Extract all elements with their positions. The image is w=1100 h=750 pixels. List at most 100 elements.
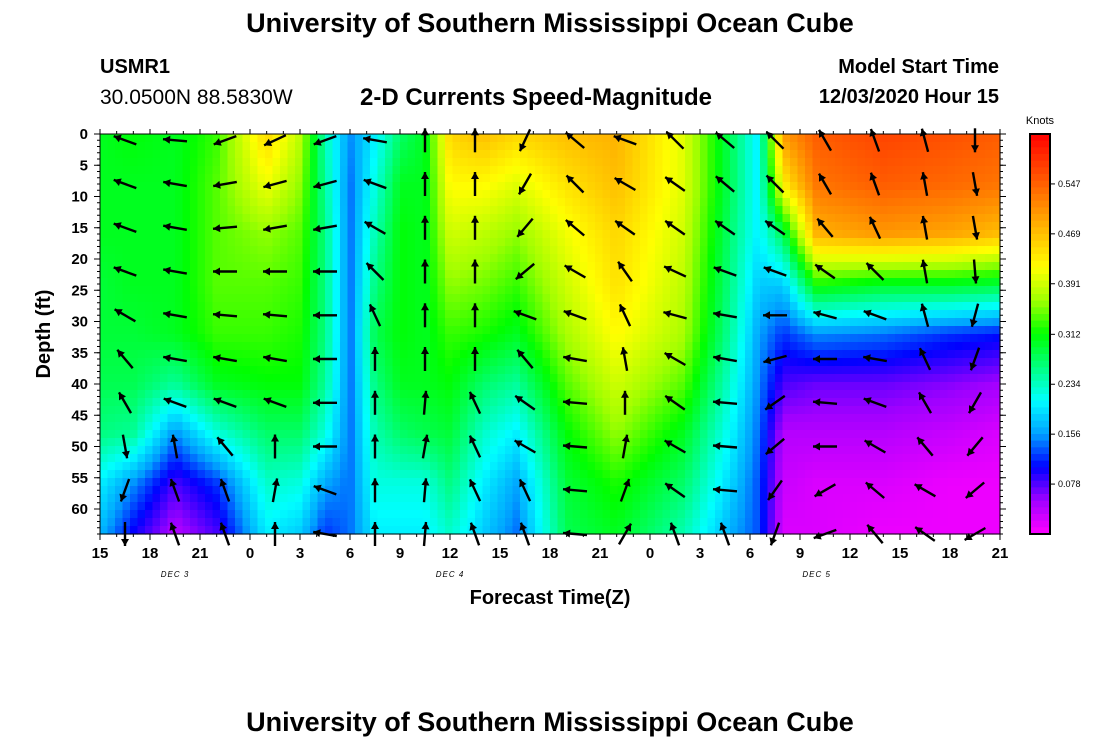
heatmap-cell — [302, 526, 311, 535]
heatmap-cell — [730, 462, 739, 471]
heatmap-cell — [122, 462, 131, 471]
heatmap-cell — [392, 174, 401, 183]
heatmap-cell — [692, 526, 701, 535]
heatmap-cell — [467, 494, 476, 503]
heatmap-cell — [355, 422, 364, 431]
heatmap-cell — [332, 366, 341, 375]
heatmap-cell — [317, 518, 326, 527]
heatmap-cell — [145, 262, 154, 271]
heatmap-cell — [137, 302, 146, 311]
heatmap-cell — [370, 238, 379, 247]
heatmap-cell — [385, 198, 394, 207]
heatmap-cell — [595, 334, 604, 343]
heatmap-cell — [197, 374, 206, 383]
heatmap-cell — [445, 350, 454, 359]
heatmap-cell — [370, 470, 379, 479]
heatmap-cell — [820, 478, 829, 487]
heatmap-cell — [422, 486, 431, 495]
heatmap-cell — [452, 510, 461, 519]
heatmap-cell — [805, 238, 814, 247]
heatmap-cell — [115, 190, 124, 199]
heatmap-cell — [385, 230, 394, 239]
heatmap-cell — [527, 502, 536, 511]
heatmap-cell — [182, 366, 191, 375]
heatmap-cell — [460, 462, 469, 471]
heatmap-cell — [437, 430, 446, 439]
heatmap-cell — [482, 198, 491, 207]
heatmap-cell — [752, 222, 761, 231]
heatmap-cell — [677, 310, 686, 319]
heatmap-cell — [145, 270, 154, 279]
heatmap-cell — [437, 326, 446, 335]
heatmap-cell — [797, 366, 806, 375]
heatmap-cell — [827, 174, 836, 183]
heatmap-cell — [775, 366, 784, 375]
heatmap-cell — [250, 470, 259, 479]
heatmap-cell — [257, 190, 266, 199]
heatmap-cell — [415, 358, 424, 367]
heatmap-cell — [625, 222, 634, 231]
heatmap-cell — [235, 382, 244, 391]
heatmap-cell — [430, 270, 439, 279]
heatmap-cell — [685, 158, 694, 167]
heatmap-cell — [692, 342, 701, 351]
heatmap-cell — [722, 206, 731, 215]
heatmap-cell — [835, 510, 844, 519]
heatmap-cell — [317, 406, 326, 415]
heatmap-cell — [205, 502, 214, 511]
heatmap-cell — [527, 366, 536, 375]
heatmap-cell — [385, 166, 394, 175]
heatmap-cell — [535, 446, 544, 455]
heatmap-cell — [332, 510, 341, 519]
heatmap-cell — [332, 134, 341, 143]
heatmap-cell — [250, 374, 259, 383]
heatmap-cell — [835, 254, 844, 263]
heatmap-cell — [175, 414, 184, 423]
heatmap-cell — [617, 382, 626, 391]
heatmap-cell — [212, 134, 221, 143]
heatmap-cell — [287, 398, 296, 407]
heatmap-cell — [565, 246, 574, 255]
heatmap-cell — [220, 246, 229, 255]
heatmap-cell — [415, 390, 424, 399]
heatmap-cell — [400, 238, 409, 247]
heatmap-cell — [220, 206, 229, 215]
heatmap-cell — [797, 502, 806, 511]
heatmap-cell — [340, 302, 349, 311]
heatmap-cell — [130, 134, 139, 143]
heatmap-cell — [287, 302, 296, 311]
heatmap-cell — [257, 486, 266, 495]
heatmap-cell — [475, 454, 484, 463]
heatmap-cell — [317, 502, 326, 511]
heatmap-cell — [475, 302, 484, 311]
heatmap-cell — [610, 286, 619, 295]
heatmap-cell — [827, 326, 836, 335]
heatmap-cell — [227, 398, 236, 407]
heatmap-cell — [115, 294, 124, 303]
heatmap-cell — [167, 262, 176, 271]
heatmap-cell — [467, 206, 476, 215]
heatmap-cell — [662, 430, 671, 439]
heatmap-cell — [182, 382, 191, 391]
heatmap-cell — [632, 198, 641, 207]
heatmap-cell — [527, 438, 536, 447]
heatmap-cell — [685, 350, 694, 359]
heatmap-cell — [535, 230, 544, 239]
heatmap-cell — [182, 462, 191, 471]
heatmap-cell — [625, 494, 634, 503]
heatmap-cell — [130, 286, 139, 295]
heatmap-cell — [557, 334, 566, 343]
heatmap-cell — [280, 294, 289, 303]
heatmap-cell — [332, 406, 341, 415]
heatmap-cell — [190, 254, 199, 263]
heatmap-cell — [407, 198, 416, 207]
heatmap-cell — [107, 398, 116, 407]
heatmap-cell — [392, 438, 401, 447]
heatmap-cell — [400, 486, 409, 495]
heatmap-cell — [842, 246, 851, 255]
heatmap-cell — [700, 182, 709, 191]
heatmap-cell — [392, 518, 401, 527]
heatmap-cell — [197, 214, 206, 223]
heatmap-cell — [805, 254, 814, 263]
heatmap-cell — [272, 342, 281, 351]
